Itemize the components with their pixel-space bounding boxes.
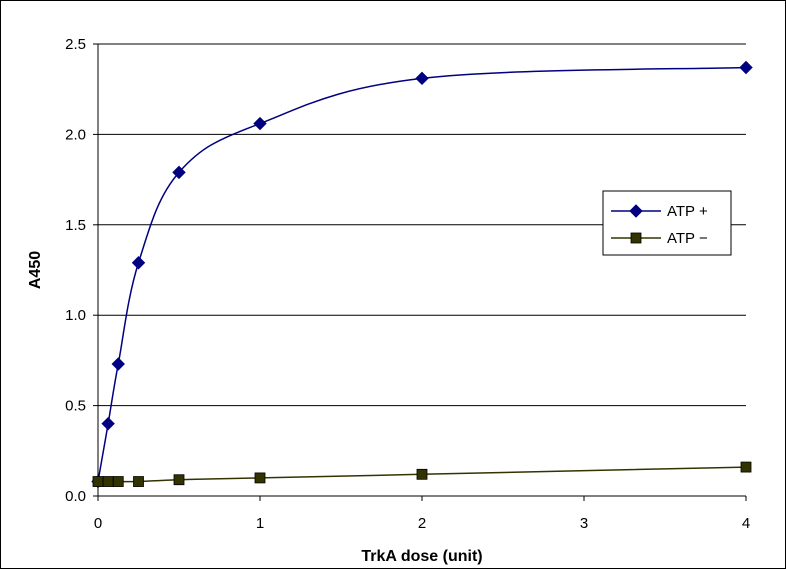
x-tick-label: 0 bbox=[94, 515, 102, 532]
data-point bbox=[415, 71, 429, 86]
series-line bbox=[97, 66, 747, 482]
legend-marker bbox=[630, 232, 642, 244]
legend-label: ATP + bbox=[667, 203, 708, 220]
plot-series bbox=[91, 60, 753, 489]
legend: ATP + ATP − bbox=[602, 190, 732, 256]
axes: 0.0 0.5 1.0 1.5 2.0 2.5 0 1 2 3 4 bbox=[65, 36, 750, 532]
data-point bbox=[254, 472, 266, 484]
data-point bbox=[253, 116, 267, 131]
y-axis-title: A450 bbox=[27, 251, 44, 289]
y-tick-label: 0.0 bbox=[65, 488, 86, 505]
data-point bbox=[101, 416, 115, 431]
y-tick-label: 1.0 bbox=[65, 307, 86, 324]
x-axis-title: TrkA dose (unit) bbox=[361, 548, 482, 565]
grid-lines bbox=[98, 43, 746, 407]
y-tick-label: 0.5 bbox=[65, 398, 86, 415]
data-point bbox=[740, 461, 752, 473]
x-tick-label: 1 bbox=[256, 515, 264, 532]
x-tick-label: 2 bbox=[418, 515, 426, 532]
y-tick-label: 2.5 bbox=[65, 36, 86, 53]
data-point bbox=[111, 357, 125, 371]
data-point bbox=[133, 476, 144, 487]
data-point bbox=[92, 476, 104, 487]
data-point bbox=[173, 474, 185, 486]
x-tick-label: 3 bbox=[580, 515, 588, 532]
data-point bbox=[739, 60, 753, 75]
y-tick-label: 1.5 bbox=[65, 217, 86, 234]
legend-box bbox=[602, 190, 732, 256]
legend-marker bbox=[629, 204, 643, 218]
x-tick-label: 4 bbox=[742, 515, 750, 532]
data-point bbox=[416, 468, 428, 480]
data-point bbox=[131, 256, 146, 270]
data-point bbox=[102, 476, 114, 487]
data-point bbox=[172, 165, 186, 180]
y-tick-label: 2.0 bbox=[65, 126, 86, 143]
data-point bbox=[112, 476, 124, 487]
legend-label: ATP − bbox=[667, 230, 708, 247]
